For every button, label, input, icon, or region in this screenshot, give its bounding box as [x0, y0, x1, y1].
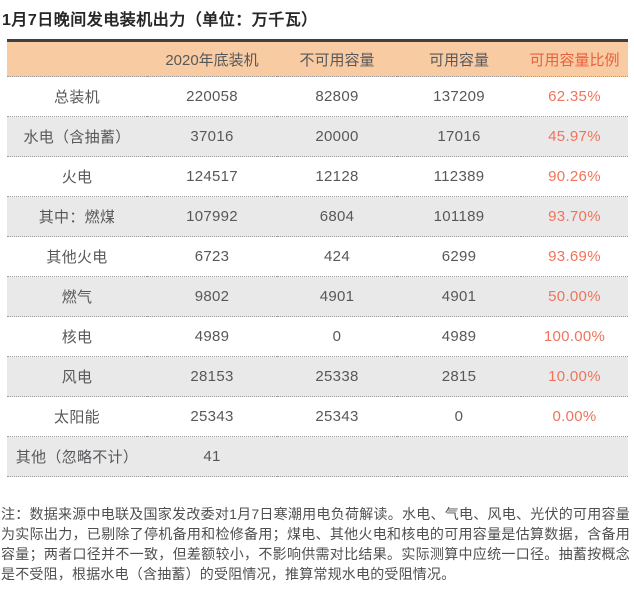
- row-label: 火电: [7, 156, 147, 197]
- cell-available-ratio: 62.35%: [521, 76, 628, 117]
- table-row: 核电 4989 0 4989 100.00%: [7, 316, 628, 357]
- page-title: 1月7日晚间发电装机出力（单位：万千瓦）: [2, 12, 318, 29]
- cell-available-ratio: 50.00%: [521, 276, 628, 317]
- cell-unavailable-capacity: 12128: [277, 156, 397, 197]
- cell-available-ratio: [521, 436, 628, 477]
- cell-available-capacity: 6299: [397, 236, 521, 277]
- table-row: 风电 28153 25338 2815 10.00%: [7, 356, 628, 397]
- cell-available-capacity: 4989: [397, 316, 521, 357]
- cell-unavailable-capacity: 4901: [277, 276, 397, 317]
- table-row: 总装机 220058 82809 137209 62.35%: [7, 76, 628, 117]
- table-row: 其他（忽略不计） 41: [7, 436, 628, 477]
- cell-installed-2020: 9802: [147, 276, 277, 317]
- row-label: 核电: [7, 316, 147, 357]
- cell-available-capacity: 112389: [397, 156, 521, 197]
- cell-available-capacity: 137209: [397, 76, 521, 117]
- cell-installed-2020: 25343: [147, 396, 277, 437]
- table-row: 火电 124517 12128 112389 90.26%: [7, 156, 628, 197]
- cell-installed-2020: 220058: [147, 76, 277, 117]
- row-label: 燃气: [7, 276, 147, 317]
- table-body: 总装机 220058 82809 137209 62.35% 水电（含抽蓄） 3…: [7, 76, 628, 477]
- table-row: 其中：燃煤 107992 6804 101189 93.70%: [7, 196, 628, 237]
- row-label: 水电（含抽蓄）: [7, 116, 147, 157]
- cell-available-ratio: 93.70%: [521, 196, 628, 237]
- cell-installed-2020: 28153: [147, 356, 277, 397]
- cell-unavailable-capacity: 6804: [277, 196, 397, 237]
- table-header-row: 2020年底装机 不可用容量 可用容量 可用容量比例: [7, 40, 628, 77]
- cell-available-ratio: 45.97%: [521, 116, 628, 157]
- cell-available-ratio: 93.69%: [521, 236, 628, 277]
- cell-installed-2020: 4989: [147, 316, 277, 357]
- row-label: 太阳能: [7, 396, 147, 437]
- cell-available-ratio: 100.00%: [521, 316, 628, 357]
- capacity-table: 2020年底装机 不可用容量 可用容量 可用容量比例 总装机 220058 82…: [7, 39, 628, 477]
- table-row: 燃气 9802 4901 4901 50.00%: [7, 276, 628, 317]
- col-header-category: [7, 40, 147, 77]
- table-row: 其他火电 6723 424 6299 93.69%: [7, 236, 628, 277]
- cell-unavailable-capacity: 25338: [277, 356, 397, 397]
- cell-available-capacity: 4901: [397, 276, 521, 317]
- cell-unavailable-capacity: 0: [277, 316, 397, 357]
- footnote: 注：数据来源中电联及国家发改委对1月7日寒潮用电负荷解读。水电、气电、风电、光伏…: [1, 506, 630, 582]
- cell-unavailable-capacity: [277, 436, 397, 477]
- cell-available-ratio: 10.00%: [521, 356, 628, 397]
- col-header-installed-2020: 2020年底装机: [147, 40, 277, 77]
- col-header-unavailable-capacity: 不可用容量: [277, 40, 397, 77]
- row-label: 其中：燃煤: [7, 196, 147, 237]
- cell-unavailable-capacity: 424: [277, 236, 397, 277]
- cell-installed-2020: 107992: [147, 196, 277, 237]
- cell-available-ratio: 90.26%: [521, 156, 628, 197]
- cell-available-ratio: 0.00%: [521, 396, 628, 437]
- cell-available-capacity: 2815: [397, 356, 521, 397]
- row-label: 其他（忽略不计）: [7, 436, 147, 477]
- cell-available-capacity: 101189: [397, 196, 521, 237]
- cell-unavailable-capacity: 25343: [277, 396, 397, 437]
- cell-installed-2020: 124517: [147, 156, 277, 197]
- col-header-available-ratio: 可用容量比例: [521, 40, 628, 77]
- cell-installed-2020: 37016: [147, 116, 277, 157]
- cell-installed-2020: 41: [147, 436, 277, 477]
- cell-installed-2020: 6723: [147, 236, 277, 277]
- table-row: 太阳能 25343 25343 0 0.00%: [7, 396, 628, 437]
- cell-unavailable-capacity: 20000: [277, 116, 397, 157]
- row-label: 总装机: [7, 76, 147, 117]
- row-label: 风电: [7, 356, 147, 397]
- cell-unavailable-capacity: 82809: [277, 76, 397, 117]
- table-row: 水电（含抽蓄） 37016 20000 17016 45.97%: [7, 116, 628, 157]
- cell-available-capacity: 17016: [397, 116, 521, 157]
- row-label: 其他火电: [7, 236, 147, 277]
- col-header-available-capacity: 可用容量: [397, 40, 521, 77]
- cell-available-capacity: 0: [397, 396, 521, 437]
- cell-available-capacity: [397, 436, 521, 477]
